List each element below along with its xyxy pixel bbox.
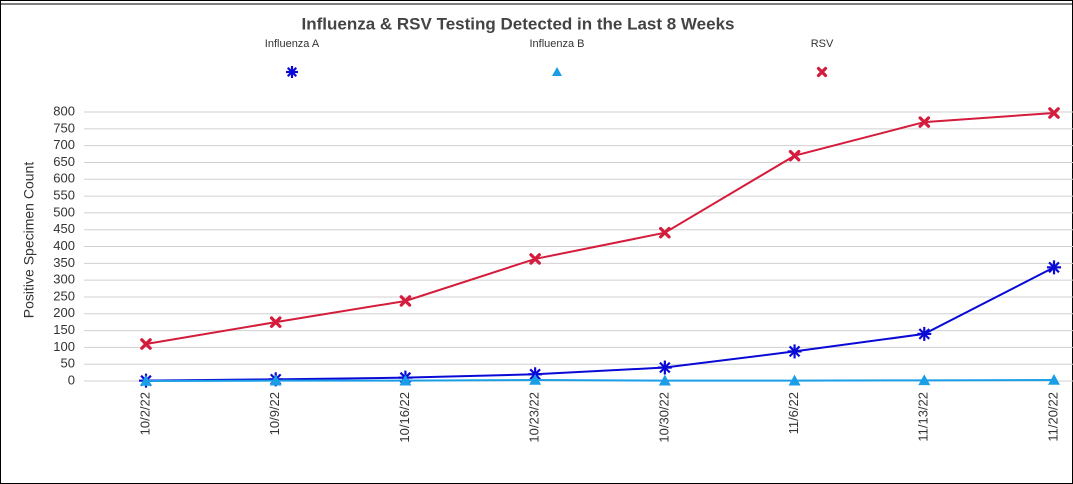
marker: [399, 295, 412, 307]
x-tick-label: 10/2/22: [137, 392, 152, 435]
y-tick-label: 150: [53, 322, 75, 337]
marker: [140, 338, 152, 350]
y-tick-label: 650: [53, 154, 75, 169]
x-tick-label: 11/13/22: [916, 392, 931, 442]
marker: [918, 116, 931, 128]
marker: [657, 360, 672, 375]
marker: [659, 226, 671, 239]
marker: [140, 375, 152, 386]
y-tick-label: 400: [53, 238, 75, 253]
y-tick-label: 550: [53, 188, 75, 203]
marker: [552, 67, 562, 76]
marker-stroke: [918, 328, 931, 340]
chart-title: Influenza & RSV Testing Detected in the …: [302, 14, 735, 33]
marker: [269, 316, 282, 328]
legend-label: Influenza A: [265, 38, 320, 50]
y-axis-label: Positive Specimen Count: [21, 162, 37, 319]
x-tick-label: 10/23/22: [527, 392, 542, 443]
marker-stroke: [659, 361, 671, 374]
marker-stroke: [1048, 261, 1060, 274]
y-tick-label: 300: [53, 272, 75, 287]
marker: [816, 66, 828, 78]
marker: [1048, 373, 1060, 385]
series-line: [145, 378, 1055, 382]
marker: [917, 326, 932, 341]
y-tick-label: 750: [53, 120, 75, 135]
y-tick-label: 500: [53, 204, 75, 219]
marker: [529, 373, 542, 385]
marker-stroke: [286, 66, 298, 78]
y-tick-label: 100: [53, 339, 75, 354]
marker: [286, 66, 298, 78]
legend-label: RSV: [811, 38, 834, 50]
marker: [529, 253, 541, 265]
marker: [788, 149, 801, 162]
y-tick-label: 250: [53, 288, 75, 303]
marker: [918, 374, 931, 386]
y-tick-label: 200: [53, 305, 75, 320]
x-tick-label: 10/9/22: [267, 392, 282, 435]
y-tick-label: 600: [53, 171, 75, 186]
marker: [787, 344, 802, 359]
y-tick-label: 450: [53, 221, 75, 236]
y-tick-label: 800: [53, 103, 75, 118]
marker: [269, 374, 282, 386]
y-tick-label: 700: [53, 137, 75, 152]
x-tick-label: 10/16/22: [397, 392, 412, 443]
marker: [658, 374, 671, 386]
marker: [788, 374, 801, 386]
marker: [1048, 107, 1060, 119]
y-tick-label: 50: [61, 356, 75, 371]
marker-stroke: [788, 345, 801, 358]
x-tick-label: 11/6/22: [786, 392, 801, 434]
y-tick-label: 350: [53, 255, 75, 270]
y-tick-label: 0: [68, 372, 75, 387]
marker: [1047, 260, 1061, 275]
series-line: [145, 266, 1055, 382]
x-tick-label: 10/30/22: [656, 392, 671, 443]
x-tick-label: 11/20/22: [1045, 392, 1060, 442]
legend-label: Influenza B: [529, 38, 584, 50]
marker: [399, 374, 412, 386]
series-line: [145, 112, 1055, 345]
